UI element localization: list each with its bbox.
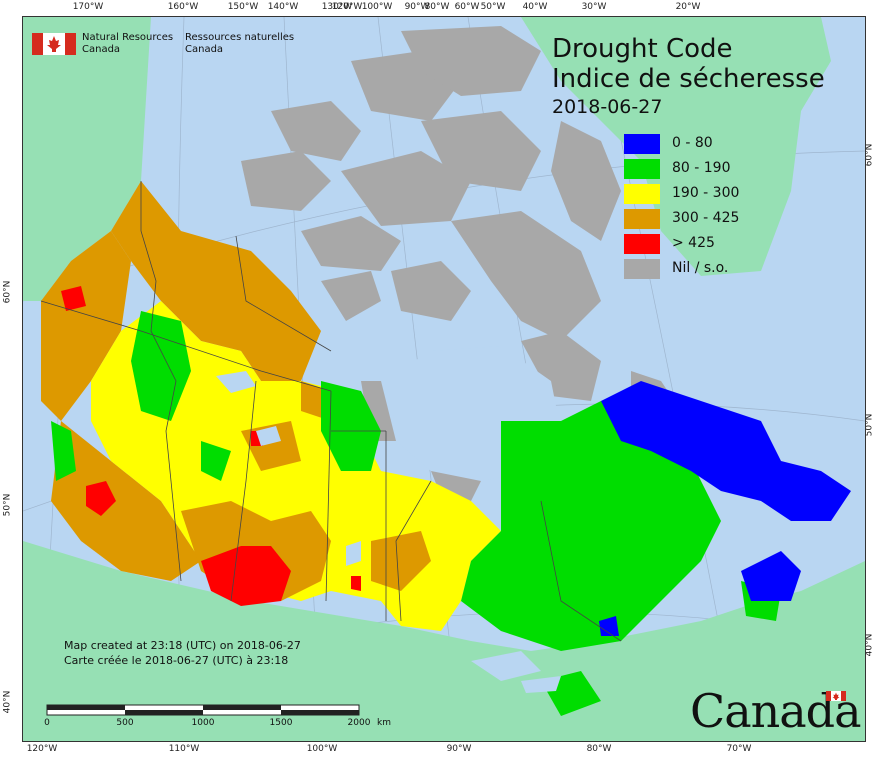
tick-left-label: 40°N — [2, 690, 13, 714]
tick-bottom-label: 80°W — [586, 744, 612, 754]
wordmark-flag-icon — [826, 691, 846, 701]
legend-label: 80 - 190 — [672, 160, 731, 176]
legend-label: Nil / s.o. — [672, 260, 729, 276]
tick-top-label: 130°W — [321, 2, 353, 12]
lakes — [216, 371, 561, 693]
scale-label: 2000 — [347, 718, 371, 728]
tick-bottom-label: 90°W — [446, 744, 472, 754]
legend-swatch — [624, 234, 660, 254]
scale-unit: km — [377, 718, 391, 728]
map-svg — [23, 17, 865, 741]
legend-swatch — [624, 159, 660, 179]
tick-left-label: 50°N — [2, 493, 13, 517]
agency-name-en-line1: Natural Resources — [82, 32, 174, 43]
provincial-borders — [40, 181, 622, 642]
tick-left-label: 60°N — [2, 280, 13, 304]
map-title: Drought Code — [552, 34, 733, 64]
scale-label: 500 — [116, 718, 134, 728]
tick-top-label: 170°W — [72, 2, 104, 12]
legend-label: 190 - 300 — [672, 185, 740, 201]
legend-swatch — [624, 184, 660, 204]
credit-line-en: Map created at 23:18 (UTC) on 2018-06-27 — [64, 639, 301, 652]
map-title-fr: Indice de sécheresse — [552, 64, 825, 94]
tick-top-label: 160°W — [167, 2, 199, 12]
tick-bottom-label: 100°W — [306, 744, 338, 754]
tick-top-label: 20°W — [675, 2, 701, 12]
tick-top-label: 150°W — [227, 2, 259, 12]
tick-top-label: 80°W — [424, 2, 450, 12]
drought-0-80-region — [599, 381, 851, 636]
scale-label: 1500 — [269, 718, 293, 728]
tick-top-label: 40°W — [522, 2, 548, 12]
map-canvas — [22, 16, 866, 742]
canada-flag-icon — [32, 33, 76, 55]
tick-top-label: 140°W — [267, 2, 299, 12]
tick-top-label: 50°W — [480, 2, 506, 12]
legend-swatch — [624, 259, 660, 279]
tick-bottom-label: 70°W — [726, 744, 752, 754]
drought-over-425-region — [61, 286, 361, 606]
scale-label: 0 — [44, 718, 50, 728]
tick-bottom-label: 110°W — [168, 744, 200, 754]
scale-bar-graphic — [46, 704, 360, 716]
agency-name-fr-line1: Ressources naturelles — [185, 32, 295, 43]
legend-swatch — [624, 209, 660, 229]
foreign-land — [23, 17, 865, 741]
agency-name-fr-line2: Canada — [185, 44, 224, 55]
tick-top-label: 120°W — [331, 2, 363, 12]
tick-bottom-label: 120°W — [26, 744, 58, 754]
tick-top-label: 90°W — [404, 2, 430, 12]
map-date: 2018-06-27 — [552, 96, 663, 118]
tick-top-label: 60°W — [454, 2, 480, 12]
legend-label: 300 - 425 — [672, 210, 740, 226]
legend-label: 0 - 80 — [672, 135, 713, 151]
legend-swatch — [624, 134, 660, 154]
agency-name-en-line2: Canada — [82, 44, 121, 55]
scale-label: 1000 — [191, 718, 215, 728]
legend-label: > 425 — [672, 235, 715, 251]
drought-300-425-region — [41, 181, 321, 581]
tick-top-label: 30°W — [581, 2, 607, 12]
credit-line-fr: Carte créée le 2018-06-27 (UTC) à 23:18 — [64, 654, 289, 667]
tick-top-label: 100°W — [361, 2, 393, 12]
